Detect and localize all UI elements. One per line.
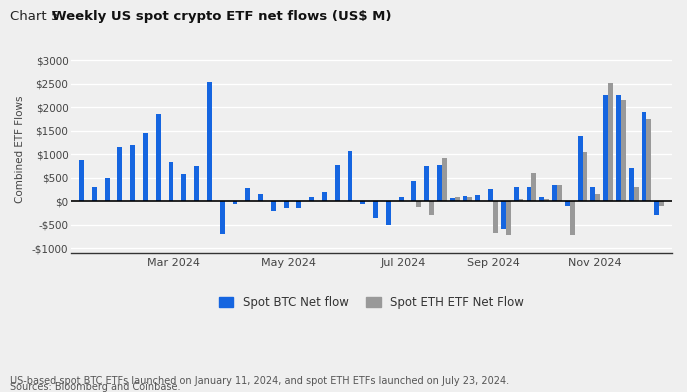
- Bar: [143, 133, 148, 201]
- Bar: [578, 136, 583, 201]
- Bar: [156, 114, 161, 201]
- Bar: [544, 199, 549, 201]
- Bar: [207, 82, 212, 201]
- Bar: [297, 201, 302, 208]
- Bar: [488, 189, 493, 201]
- Bar: [501, 201, 506, 229]
- Bar: [475, 195, 480, 201]
- Bar: [654, 201, 660, 215]
- Bar: [425, 166, 429, 201]
- Bar: [361, 201, 365, 203]
- Bar: [258, 194, 263, 201]
- Bar: [660, 201, 664, 206]
- Bar: [117, 147, 122, 201]
- Bar: [526, 187, 531, 201]
- Bar: [642, 112, 646, 201]
- Bar: [514, 187, 519, 201]
- Bar: [92, 187, 97, 201]
- Bar: [450, 198, 455, 201]
- Bar: [552, 185, 557, 201]
- Legend: Spot BTC Net flow, Spot ETH ETF Net Flow: Spot BTC Net flow, Spot ETH ETF Net Flow: [219, 296, 524, 309]
- Bar: [194, 166, 199, 201]
- Bar: [603, 95, 608, 201]
- Text: Weekly US spot crypto ETF net flows (US$ M): Weekly US spot crypto ETF net flows (US$…: [52, 10, 391, 23]
- Bar: [398, 196, 403, 201]
- Bar: [412, 181, 416, 201]
- Bar: [621, 100, 626, 201]
- Bar: [557, 185, 562, 201]
- Bar: [284, 201, 289, 208]
- Text: Sources: Bloomberg and Coinbase.: Sources: Bloomberg and Coinbase.: [10, 382, 181, 392]
- Bar: [633, 187, 638, 201]
- Bar: [373, 201, 378, 218]
- Bar: [348, 151, 352, 201]
- Bar: [79, 160, 84, 201]
- Bar: [565, 201, 570, 206]
- Bar: [416, 201, 421, 207]
- Bar: [629, 168, 633, 201]
- Text: US-based spot BTC ETFs launched on January 11, 2024, and spot ETH ETFs launched : US-based spot BTC ETFs launched on Janua…: [10, 376, 510, 387]
- Bar: [539, 197, 544, 201]
- Bar: [590, 187, 596, 201]
- Bar: [245, 188, 250, 201]
- Bar: [531, 172, 537, 201]
- Bar: [104, 178, 109, 201]
- Bar: [467, 197, 473, 201]
- Bar: [322, 192, 327, 201]
- Bar: [493, 201, 498, 233]
- Bar: [335, 165, 339, 201]
- Bar: [181, 174, 186, 201]
- Y-axis label: Combined ETF Flows: Combined ETF Flows: [15, 96, 25, 203]
- Bar: [455, 196, 460, 201]
- Bar: [220, 201, 225, 234]
- Bar: [437, 165, 442, 201]
- Text: Chart 5.: Chart 5.: [10, 10, 68, 23]
- Bar: [583, 152, 587, 201]
- Bar: [616, 95, 621, 201]
- Bar: [429, 201, 434, 215]
- Bar: [646, 119, 651, 201]
- Bar: [131, 145, 135, 201]
- Bar: [596, 194, 600, 201]
- Bar: [271, 201, 275, 211]
- Bar: [519, 199, 523, 201]
- Bar: [506, 201, 510, 234]
- Bar: [462, 196, 467, 201]
- Bar: [442, 158, 447, 201]
- Bar: [309, 198, 314, 201]
- Bar: [386, 201, 391, 225]
- Bar: [608, 83, 613, 201]
- Bar: [168, 162, 174, 201]
- Bar: [570, 201, 574, 234]
- Bar: [232, 201, 238, 203]
